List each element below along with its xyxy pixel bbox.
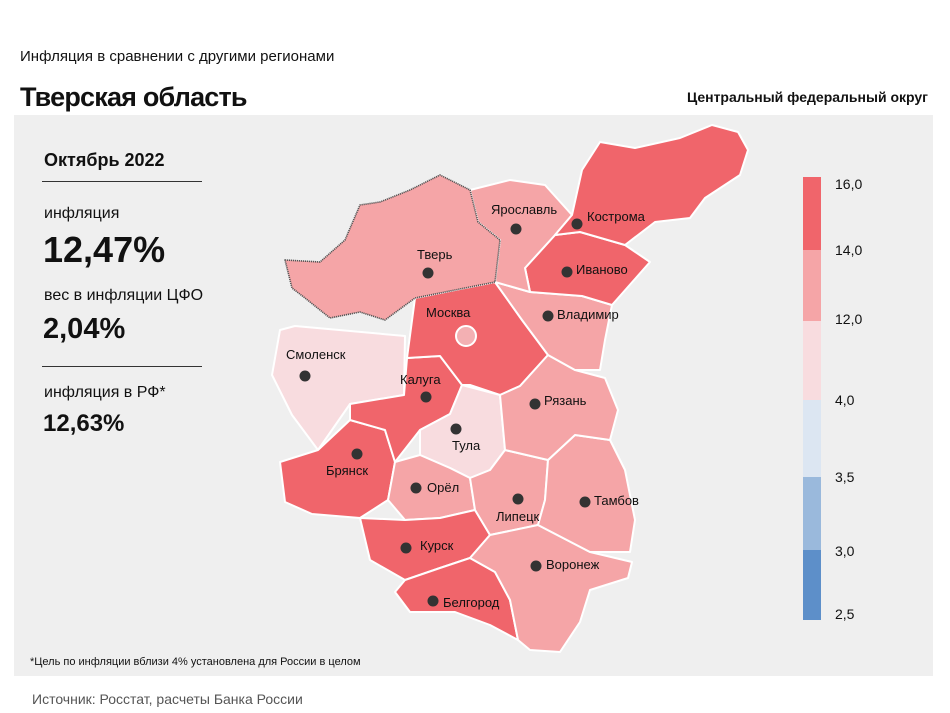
legend-swatch-12-14 [803,250,821,321]
region-kostroma [554,124,749,246]
legend-tick: 3,5 [835,469,855,485]
legend-tick: 3,0 [835,543,855,559]
chart-supertitle: Инфляция в сравнении с другими регионами [20,48,335,65]
city-label-kostroma: Кострома [587,209,645,224]
inflation-label: инфляция [44,205,120,222]
page-title: Тверская область [20,82,248,112]
city-marker [422,267,434,279]
city-marker [450,423,462,435]
city-marker [561,266,573,278]
city-marker [530,560,542,572]
city-marker [529,398,541,410]
city-label-tula: Тула [452,438,481,453]
period-label: Октябрь 2022 [44,150,165,170]
source-note: Источник: Росстат, расчеты Банка России [32,691,303,707]
city-marker [571,218,583,230]
city-marker [542,310,554,322]
city-label-ryazan: Рязань [544,393,587,408]
city-label-tver: Тверь [417,247,453,262]
city-marker [579,496,591,508]
legend-tick: 16,0 [835,176,863,192]
region-voronezh [469,524,633,653]
legend-swatch-4-12 [803,321,821,400]
city-label-ivanovo: Иваново [576,262,628,277]
region-ryazan [499,354,619,461]
map-legend [803,177,821,620]
city-marker [400,542,412,554]
city-label-vladimir: Владимир [557,307,619,322]
city-label-voronezh: Воронеж [546,557,600,572]
legend-swatch-2.5-3 [803,550,821,620]
region-tver [284,174,501,321]
city-marker [410,482,422,494]
legend-swatch-3.5-4 [803,400,821,477]
city-marker [512,493,524,505]
legend-swatch-3-3.5 [803,477,821,550]
footnote: *Цель по инфляции вблизи 4% установлена … [30,656,361,668]
city-marker [351,448,363,460]
legend-tick: 14,0 [835,242,863,258]
city-marker [420,391,432,403]
legend-tick: 2,5 [835,606,855,622]
city-label-oryol: Орёл [427,480,460,495]
legend-tick: 12,0 [835,311,863,327]
divider [42,181,202,182]
weight-value: 2,04% [43,313,126,345]
rf-inflation-label: инфляция в РФ* [44,384,166,401]
city-label-tambov: Тамбов [594,493,639,508]
moscow-marker [455,325,477,347]
city-label-smolensk: Смоленск [286,347,346,362]
city-label-bryansk: Брянск [326,463,369,478]
city-label-kaluga: Калуга [400,372,441,387]
divider [42,366,202,367]
city-label-belgorod: Белгород [443,595,500,610]
legend-tick: 4,0 [835,392,855,408]
city-marker [427,595,439,607]
weight-label: вес в инфляции ЦФО [44,287,204,304]
federal-district-label: Центральный федеральный округ [686,89,928,105]
legend-swatch-14-16 [803,177,821,250]
city-marker [299,370,311,382]
rf-inflation-value: 12,63% [43,410,125,437]
city-label-lipetsk: Липецк [496,509,540,524]
city-marker [510,223,522,235]
inflation-value: 12,47% [43,229,166,270]
city-label-moscow: Москва [426,305,471,320]
city-label-kursk: Курск [420,538,454,553]
city-label-yaroslavl: Ярославль [491,202,558,217]
